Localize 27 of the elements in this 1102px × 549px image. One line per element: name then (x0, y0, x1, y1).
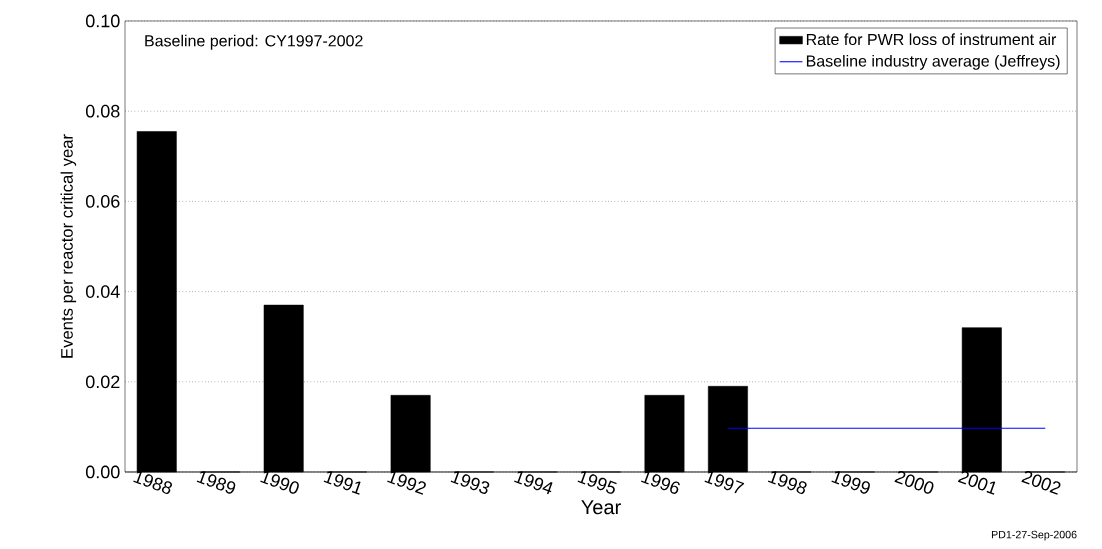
x-tick-label: 2001 (957, 470, 996, 495)
x-tick-label: 1996 (641, 471, 680, 494)
x-tick-label: 1999 (831, 471, 870, 494)
y-tick-label: 0.10 (85, 14, 120, 28)
y-tick-label: 0.02 (85, 375, 120, 389)
y-axis-title: Events per reactor critical year (60, 134, 77, 358)
x-tick-label: 1992 (387, 471, 426, 495)
x-tick-label: 1990 (260, 471, 299, 494)
x-tick-label: 1989 (196, 471, 236, 494)
x-tick-label: 2002 (1021, 470, 1061, 495)
x-tick-label: 1993 (450, 471, 490, 494)
x-tick-label: 2000 (894, 470, 934, 494)
y-tick-label: 0.00 (85, 465, 120, 479)
annotation: Baseline period: CY1997-2002 (145, 34, 363, 50)
legend-label: Baseline industry average (Jeffreys) (806, 54, 1060, 70)
y-tick-label: 0.08 (85, 104, 120, 118)
legend-label: Rate for PWR loss of instrument air (806, 33, 1057, 46)
y-tick-label: 0.04 (85, 285, 120, 298)
x-tick-label: 1991 (323, 471, 361, 495)
x-tick-label: 1998 (767, 471, 807, 494)
y-tick-label: 0.06 (85, 195, 120, 208)
text: PD1-27-Sep-2006 (991, 530, 1077, 541)
x-tick-label: 1988 (133, 471, 173, 494)
x-tick-label: 1995 (577, 471, 617, 494)
x-axis-title: Year (581, 500, 621, 515)
x-tick-label: 1994 (514, 471, 553, 495)
x-tick-label: 1997 (704, 471, 745, 494)
